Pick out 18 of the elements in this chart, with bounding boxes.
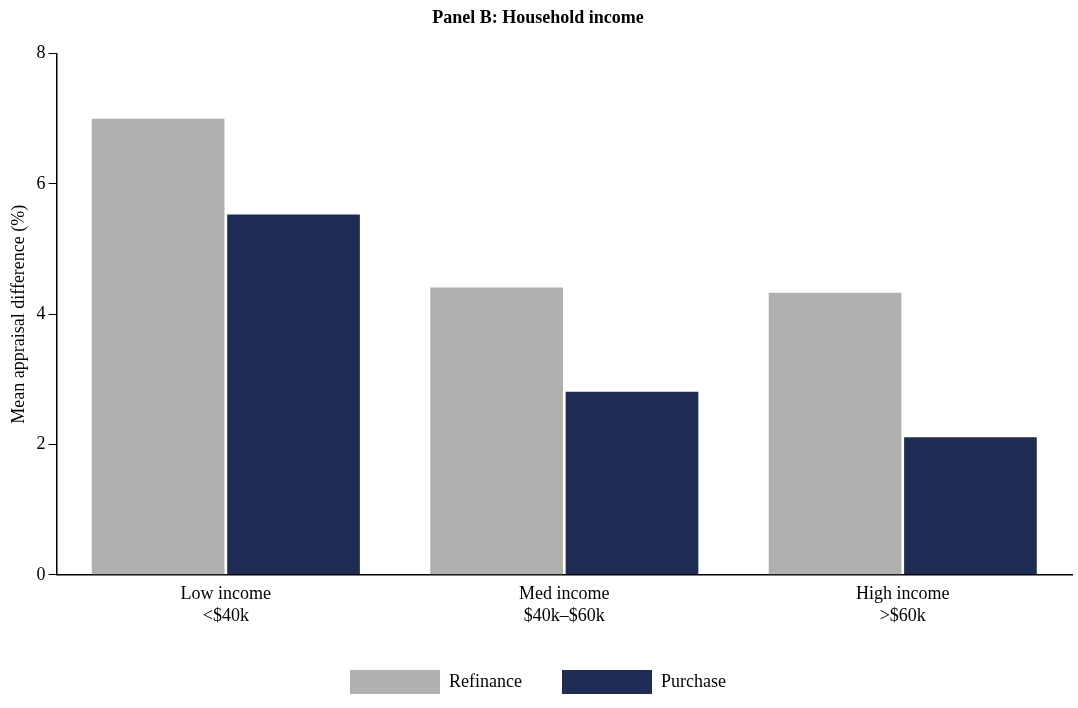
y-axis-title: Mean appraisal difference (%) <box>7 204 29 424</box>
legend-label: Purchase <box>660 670 726 691</box>
bar <box>430 287 563 575</box>
bar <box>768 292 902 575</box>
bar <box>91 118 225 575</box>
x-tick-label: Low income <$40k <box>180 583 272 625</box>
x-tick-label: Med income $40k–$60k <box>519 583 610 625</box>
y-tick-label: 4 <box>36 302 46 323</box>
bar <box>227 214 360 575</box>
chart-title: Panel B: Household income <box>432 7 644 28</box>
y-tick-label: 6 <box>36 172 46 193</box>
bar <box>904 437 1037 575</box>
y-tick-label: 8 <box>36 42 46 63</box>
legend-label: Refinance <box>449 670 522 691</box>
bar <box>565 391 699 575</box>
x-tick-label: High income >$60k <box>856 583 950 625</box>
y-tick-label: 0 <box>36 563 46 584</box>
y-tick-label: 2 <box>36 433 46 454</box>
